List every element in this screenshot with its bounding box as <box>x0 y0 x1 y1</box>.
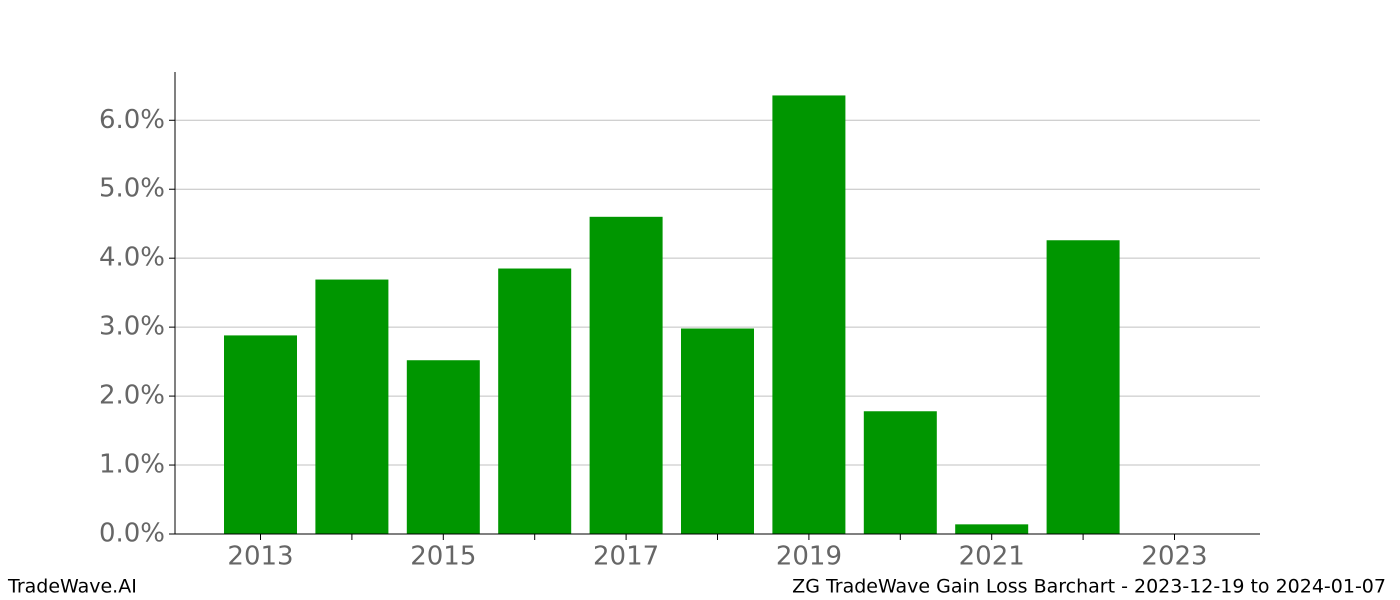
x-tick-label: 2015 <box>410 542 476 572</box>
bar <box>772 95 846 535</box>
y-tick-label: 1.0% <box>99 450 165 480</box>
bar <box>498 268 572 534</box>
x-tick-label: 2017 <box>593 542 659 572</box>
x-tick-label: 2021 <box>959 542 1025 572</box>
y-tick-label: 3.0% <box>99 312 165 342</box>
y-tick-label: 2.0% <box>99 381 165 411</box>
bar <box>863 411 937 534</box>
footer-left: TradeWave.AI <box>7 576 137 598</box>
y-tick-label: 0.0% <box>99 519 165 549</box>
bar <box>406 360 480 534</box>
footer-right: ZG TradeWave Gain Loss Barchart - 2023-1… <box>792 576 1386 598</box>
x-tick-label: 2013 <box>227 542 293 572</box>
bar <box>589 216 663 534</box>
bar <box>681 328 754 534</box>
y-tick-label: 5.0% <box>99 174 165 204</box>
bar <box>315 279 389 534</box>
y-tick-label: 6.0% <box>99 105 165 135</box>
x-tick-label: 2023 <box>1141 542 1207 572</box>
bar <box>224 335 297 534</box>
y-tick-label: 4.0% <box>99 243 165 273</box>
bar <box>955 524 1029 534</box>
bar <box>1046 240 1120 535</box>
x-tick-label: 2019 <box>776 542 842 572</box>
